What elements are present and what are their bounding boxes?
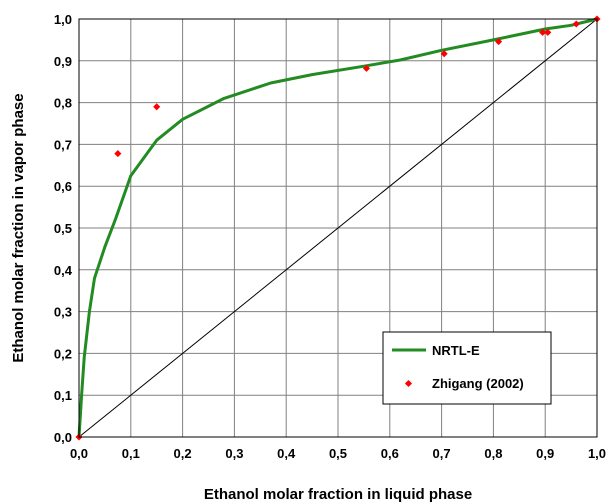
zhigang-data-point bbox=[362, 64, 371, 72]
legend-box bbox=[382, 331, 552, 405]
y-tick-label: 0,3 bbox=[54, 305, 72, 320]
y-tick-label: 0,5 bbox=[54, 221, 72, 236]
y-tick-label: 0,8 bbox=[54, 96, 72, 111]
diagonal-line bbox=[78, 18, 598, 438]
x-tick-label: 0,9 bbox=[536, 446, 554, 461]
x-tick-label: 0,2 bbox=[174, 446, 192, 461]
zhigang-data-point bbox=[440, 50, 448, 58]
y-tick-label: 1,0 bbox=[54, 12, 72, 27]
legend-label-zhigang: Zhigang (2002) bbox=[432, 376, 524, 391]
y-tick-label: 0,1 bbox=[54, 388, 72, 403]
zhigang-data-point bbox=[153, 103, 161, 111]
y-tick-label: 0,7 bbox=[54, 137, 72, 152]
legend-swatch-zhigang bbox=[404, 379, 413, 388]
x-tick-label: 0,1 bbox=[122, 446, 140, 461]
legend-label-nrtl-e: NRTL-E bbox=[432, 343, 480, 358]
zhigang-data-point bbox=[539, 28, 547, 36]
x-axis-title: Ethanol molar fraction in liquid phase bbox=[204, 486, 472, 503]
y-axis-title: Ethanol molar fraction in vapor phase bbox=[10, 93, 27, 362]
plot-border bbox=[78, 18, 598, 438]
series-layer bbox=[75, 15, 601, 441]
x-tick-label: 0,3 bbox=[225, 446, 243, 461]
zhigang-data-point bbox=[544, 28, 552, 36]
y-tick-label: 0,4 bbox=[54, 263, 73, 278]
y-tick-label: 0,6 bbox=[54, 179, 72, 194]
nrtl-e-line bbox=[77, 17, 598, 438]
zhigang-data-point bbox=[495, 38, 503, 46]
x-tick-labels: 0,0 0,1 0,2 0,3 0,4 0,5 0,6 0,7 0,8 0,9 1,0 bbox=[70, 446, 606, 461]
x-tick-label: 0,0 bbox=[70, 446, 88, 461]
x-tick-label: 0,4 bbox=[277, 446, 296, 461]
y-tick-labels: 0,0 0,1 0,2 0,3 0,4 0,5 0,6 0,7 0,8 0,9 1,0 bbox=[54, 12, 73, 445]
zhigang-data-point bbox=[572, 20, 580, 28]
y-tick-label: 0,0 bbox=[54, 430, 72, 445]
zhigang-data-point bbox=[114, 150, 122, 158]
y-tick-label: 0,2 bbox=[54, 346, 72, 361]
y-tick-label: 0,9 bbox=[54, 54, 72, 69]
x-tick-label: 0,5 bbox=[329, 446, 347, 461]
x-tick-label: 0,8 bbox=[484, 446, 502, 461]
legend: NRTL-E Zhigang (2002) bbox=[382, 331, 552, 405]
x-tick-label: 0,7 bbox=[433, 446, 451, 461]
x-tick-label: 0,6 bbox=[381, 446, 399, 461]
x-tick-label: 1,0 bbox=[588, 446, 606, 461]
